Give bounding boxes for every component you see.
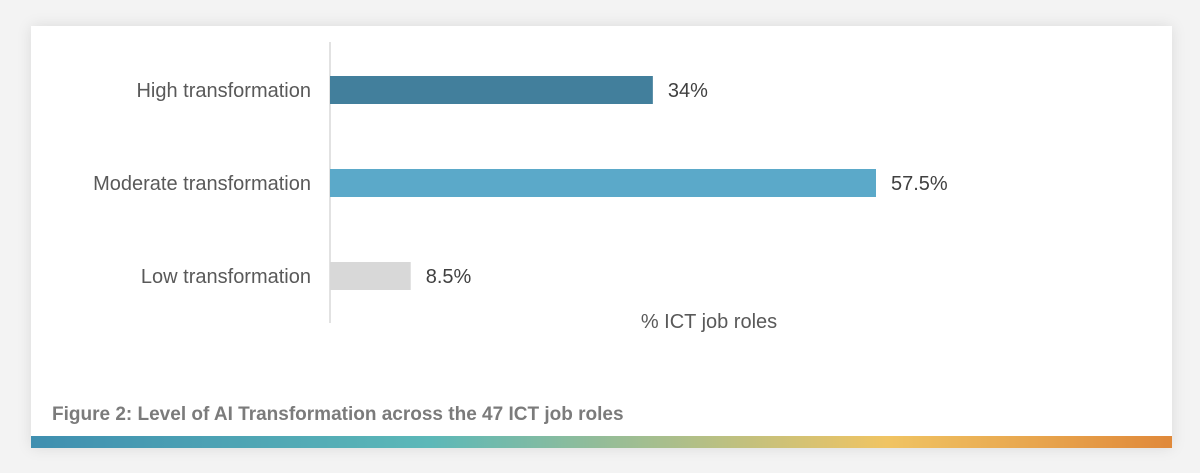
figure-caption: Figure 2: Level of AI Transformation acr… <box>52 404 624 425</box>
bars-group: High transformation 34% Moderate transform… <box>93 76 948 290</box>
category-label-0: High transformation <box>136 80 311 102</box>
bar-1 <box>330 169 876 197</box>
category-label-1: Moderate transformation <box>93 173 311 195</box>
decorative-gradient-bar <box>31 436 1172 448</box>
value-label-0: 34% <box>668 80 708 102</box>
value-label-2: 8.5% <box>426 266 472 288</box>
bar-chart: High transformation 34% Moderate transform… <box>93 42 948 333</box>
bar-2 <box>330 262 411 290</box>
figure-card: High transformation 34% Moderate transform… <box>31 26 1172 448</box>
category-label-2: Low transformation <box>141 266 311 288</box>
x-axis-label: % ICT job roles <box>641 311 777 333</box>
value-label-1: 57.5% <box>891 173 948 195</box>
bar-0 <box>330 76 653 104</box>
